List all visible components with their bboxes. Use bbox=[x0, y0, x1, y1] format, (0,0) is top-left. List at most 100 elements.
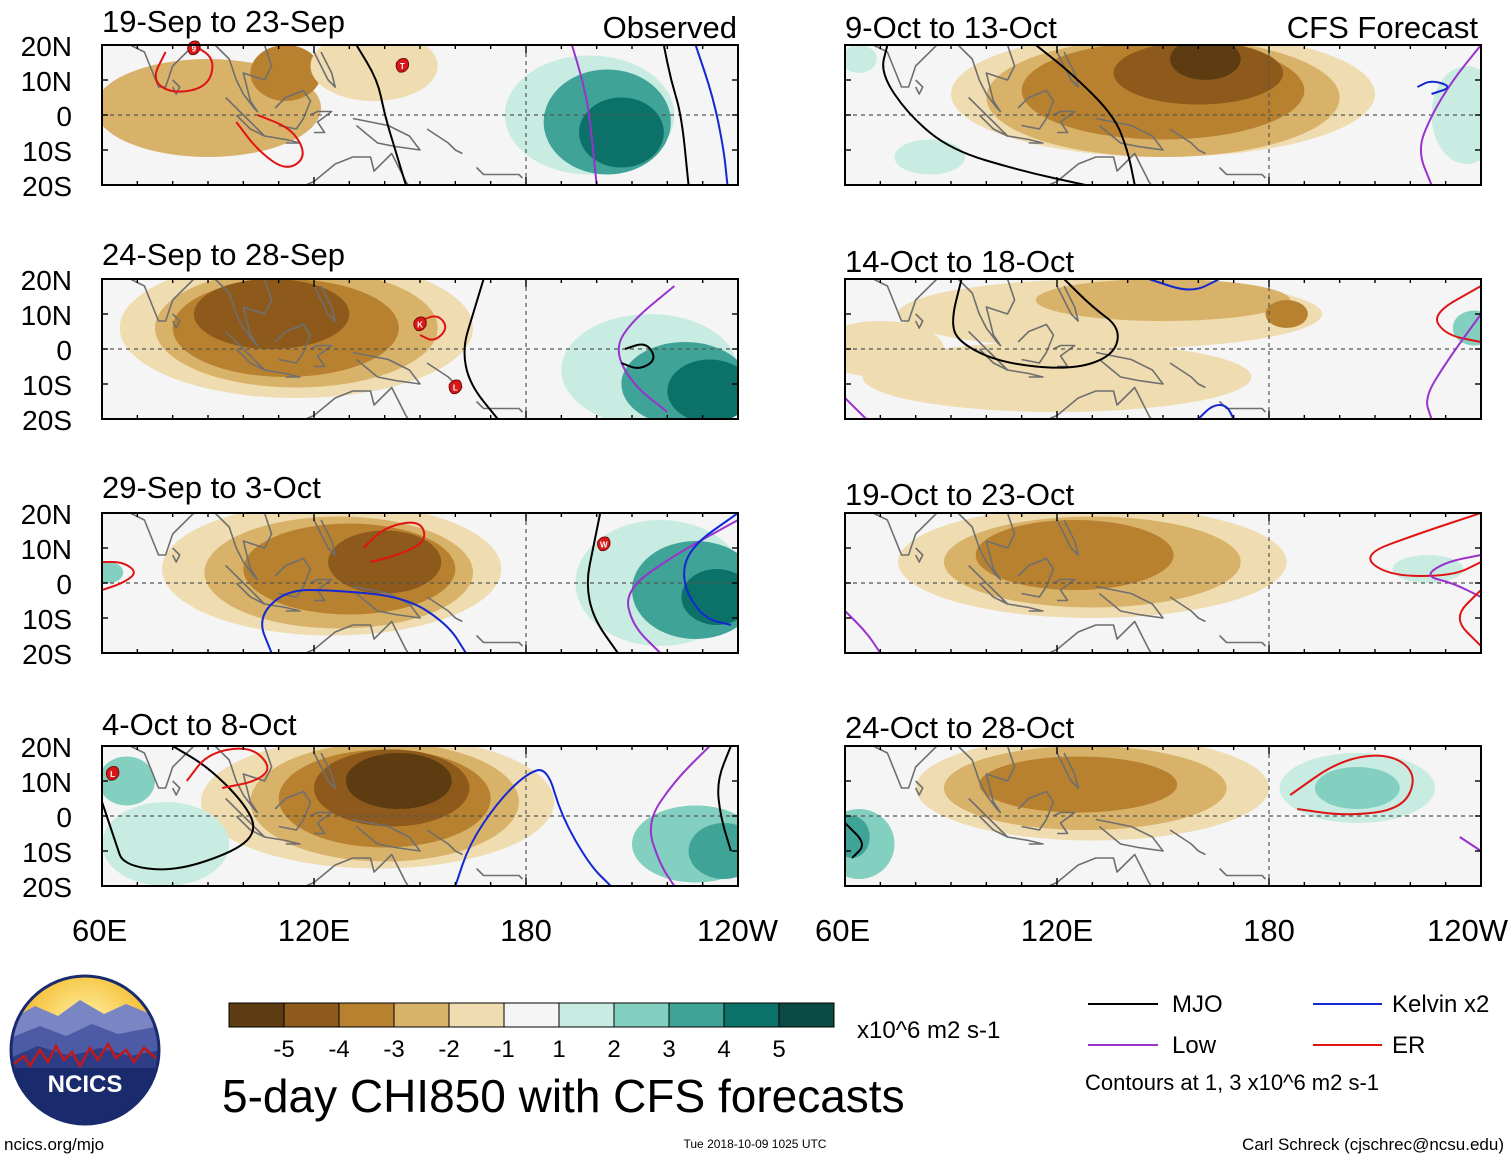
lon-label: 180 bbox=[500, 913, 552, 948]
anomaly-region bbox=[845, 45, 877, 73]
coastline bbox=[274, 89, 312, 130]
lat-label: 20S bbox=[22, 405, 72, 436]
coastline bbox=[968, 330, 1009, 371]
coastline bbox=[171, 547, 181, 563]
storm-marker: L bbox=[448, 379, 463, 395]
coastline bbox=[352, 351, 421, 385]
panel-title-p5: 9-Oct to 13-Oct bbox=[845, 10, 1057, 45]
contour-mjo bbox=[463, 279, 499, 419]
lat-label: 20N bbox=[21, 31, 72, 62]
coastline bbox=[872, 746, 938, 789]
contour-kelvin bbox=[1197, 404, 1235, 419]
coastline bbox=[271, 513, 322, 514]
lon-label: 120W bbox=[697, 913, 779, 948]
lat-label: 0 bbox=[56, 569, 72, 600]
colorbar-label: 1 bbox=[552, 1036, 565, 1063]
lon-label: 60E bbox=[815, 913, 870, 948]
coastline-layer bbox=[129, 513, 524, 653]
panel-frame bbox=[844, 512, 1482, 654]
lon-label: 120E bbox=[1021, 913, 1093, 948]
coastline bbox=[1046, 386, 1153, 419]
coastline bbox=[171, 313, 181, 329]
contour-mjo bbox=[355, 45, 407, 185]
coastline bbox=[1169, 362, 1206, 389]
lon-label: 180 bbox=[1243, 913, 1295, 948]
contour-low bbox=[617, 285, 676, 413]
coastline bbox=[214, 45, 273, 113]
coastline bbox=[957, 279, 1016, 347]
contour-low bbox=[1429, 554, 1481, 598]
contour-mjo bbox=[882, 45, 1086, 185]
anomaly-region bbox=[250, 45, 322, 101]
colorbar-swatch bbox=[558, 1002, 615, 1028]
lat-label: 0 bbox=[56, 101, 72, 132]
anomaly-region bbox=[102, 802, 230, 886]
legend-note: Contours at 1, 3 x10^6 m2 s-1 bbox=[1085, 1070, 1379, 1095]
coastline bbox=[352, 818, 421, 852]
coastline bbox=[129, 513, 195, 556]
coastline bbox=[426, 128, 463, 155]
footer-credit: Carl Schreck (cjschrec@ncsu.edu) bbox=[1242, 1135, 1504, 1154]
reference-lines bbox=[102, 279, 738, 419]
panel-title-p7: 19-Oct to 23-Oct bbox=[845, 477, 1075, 512]
contour-er bbox=[362, 521, 426, 563]
reference-lines bbox=[845, 513, 1481, 653]
colorbar-label: 4 bbox=[717, 1036, 730, 1063]
coastline bbox=[313, 752, 336, 789]
contour-mjo bbox=[102, 746, 255, 871]
panel-title-p6: 14-Oct to 18-Oct bbox=[845, 244, 1075, 279]
panel-frame bbox=[844, 44, 1482, 186]
coastline bbox=[968, 564, 1009, 605]
storm-marker: L bbox=[105, 766, 120, 781]
colorbar: -5 -4 -3 -2 -1 1 2 3 4 5 bbox=[228, 1002, 835, 1063]
anomaly-region bbox=[1170, 45, 1241, 80]
legend-label-er: ER bbox=[1392, 1032, 1425, 1059]
colorbar-swatch bbox=[338, 1002, 395, 1028]
reference-lines bbox=[845, 45, 1481, 185]
coastline bbox=[264, 135, 301, 144]
panel-frame bbox=[101, 44, 739, 186]
coastline bbox=[1169, 596, 1206, 623]
lat-label: 20S bbox=[22, 639, 72, 670]
contour-mjo bbox=[717, 746, 732, 852]
lon-label: 60E bbox=[72, 913, 127, 948]
panel-frame bbox=[844, 745, 1482, 887]
anomaly-region bbox=[193, 279, 350, 349]
anomaly-region bbox=[845, 816, 870, 858]
lat-label: 0 bbox=[56, 802, 72, 833]
contour-kelvin bbox=[1416, 80, 1449, 95]
lat-axis-p2: 20N 10N 0 10S 20S bbox=[21, 265, 72, 436]
coastline bbox=[1218, 867, 1267, 880]
panel-p3: W bbox=[101, 512, 739, 654]
wave-contour-layer bbox=[845, 279, 1481, 419]
contour-low bbox=[1459, 836, 1481, 852]
colorbar-swatch bbox=[778, 1002, 835, 1028]
coastline-layer bbox=[129, 279, 524, 419]
coastline bbox=[274, 323, 312, 364]
anomaly-region bbox=[1392, 555, 1464, 583]
coastline bbox=[426, 829, 463, 856]
coastline bbox=[872, 513, 938, 556]
coastline bbox=[264, 369, 301, 378]
colorbar-label: 3 bbox=[662, 1036, 675, 1063]
contour-er bbox=[154, 45, 214, 93]
coastline bbox=[1007, 603, 1044, 612]
colorbar-units: x10^6 m2 s-1 bbox=[857, 1017, 1000, 1044]
anomaly-region bbox=[1314, 767, 1400, 809]
wave-contour-layer bbox=[154, 45, 729, 185]
colorbar-swatch bbox=[613, 1002, 670, 1028]
panel-frame bbox=[844, 278, 1482, 420]
storm-label: W bbox=[600, 541, 608, 550]
panel-p2: KL bbox=[101, 278, 739, 420]
coastline bbox=[313, 285, 336, 322]
contour-mjo bbox=[586, 513, 619, 653]
panel-p7 bbox=[844, 512, 1482, 654]
lat-label: 10N bbox=[21, 534, 72, 565]
coastline bbox=[1095, 351, 1164, 385]
footer-url[interactable]: ncics.org/mjo bbox=[4, 1135, 104, 1154]
contour-low bbox=[845, 610, 882, 653]
coastline-layer bbox=[872, 45, 1267, 185]
coastline bbox=[475, 400, 524, 413]
coastline bbox=[1017, 557, 1055, 598]
colorbar-label: -1 bbox=[493, 1036, 514, 1063]
